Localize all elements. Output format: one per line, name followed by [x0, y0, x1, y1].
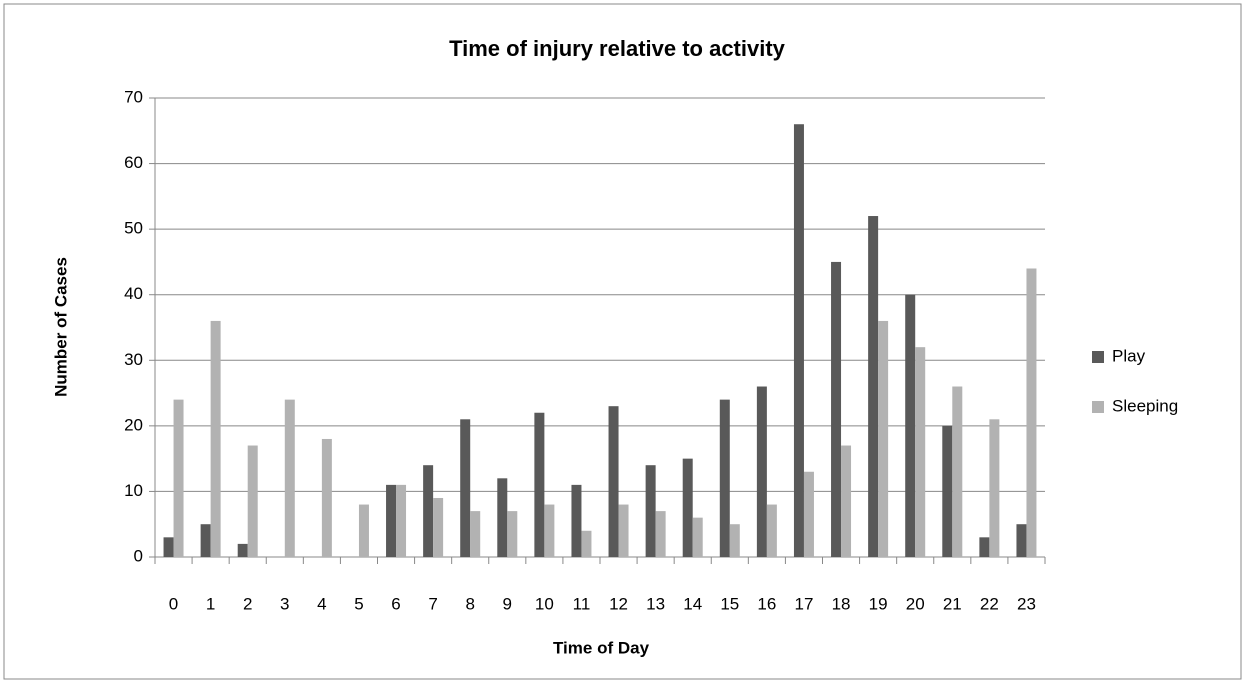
- x-tick-label: 5: [354, 594, 363, 613]
- bar: [237, 543, 248, 557]
- x-tick-label: 0: [169, 594, 178, 613]
- legend-label: Play: [1112, 346, 1146, 365]
- x-tick-label: 15: [720, 594, 739, 613]
- bar: [952, 386, 963, 557]
- bar: [284, 399, 295, 557]
- bar: [942, 425, 953, 557]
- bar: [571, 484, 582, 557]
- bar: [645, 465, 656, 557]
- x-tick-label: 3: [280, 594, 289, 613]
- legend-swatch: [1092, 401, 1104, 413]
- x-tick-label: 7: [428, 594, 437, 613]
- x-tick-label: 2: [243, 594, 252, 613]
- y-axis-title: Number of Cases: [51, 257, 70, 397]
- x-tick-label: 20: [906, 594, 925, 613]
- bar: [200, 524, 211, 557]
- y-tick-label: 60: [124, 153, 143, 172]
- bar: [581, 530, 592, 557]
- y-tick-label: 20: [124, 415, 143, 434]
- bar: [534, 412, 545, 557]
- bar: [878, 320, 889, 557]
- bar: [321, 438, 332, 557]
- x-tick-label: 12: [609, 594, 628, 613]
- bar: [608, 406, 619, 557]
- bar: [358, 504, 369, 557]
- bar: [433, 497, 444, 557]
- x-tick-label: 22: [980, 594, 999, 613]
- y-tick-label: 10: [124, 481, 143, 500]
- x-tick-label: 23: [1017, 594, 1036, 613]
- x-axis-title: Time of Day: [553, 638, 650, 657]
- x-tick-label: 10: [535, 594, 554, 613]
- bar: [989, 419, 1000, 557]
- bar: [396, 484, 407, 557]
- bar: [793, 124, 804, 557]
- legend-swatch: [1092, 351, 1104, 363]
- legend-label: Sleeping: [1112, 396, 1178, 415]
- x-tick-label: 11: [573, 594, 591, 613]
- bar: [470, 511, 481, 557]
- bar: [719, 399, 730, 557]
- y-tick-label: 0: [134, 546, 143, 565]
- bar: [210, 320, 221, 557]
- x-tick-label: 6: [391, 594, 400, 613]
- x-tick-label: 17: [794, 594, 813, 613]
- chart-title: Time of injury relative to activity: [449, 36, 786, 61]
- bar: [386, 484, 397, 557]
- bar: [766, 504, 777, 557]
- bar: [423, 465, 434, 557]
- bar: [507, 511, 518, 557]
- bar: [247, 445, 258, 557]
- x-tick-label: 14: [683, 594, 702, 613]
- bar: [1016, 524, 1027, 557]
- bar: [841, 445, 852, 557]
- x-tick-label: 18: [832, 594, 851, 613]
- bar: [729, 524, 740, 557]
- y-tick-label: 50: [124, 219, 143, 238]
- bar: [756, 386, 767, 557]
- x-tick-label: 16: [757, 594, 776, 613]
- bar: [831, 261, 842, 557]
- bar: [915, 347, 926, 557]
- x-tick-label: 1: [206, 594, 215, 613]
- bar: [803, 471, 814, 557]
- y-tick-label: 70: [124, 87, 143, 106]
- bar: [905, 294, 916, 557]
- x-tick-label: 8: [465, 594, 474, 613]
- chart-border: [3, 3, 1242, 680]
- bar: [868, 216, 879, 557]
- bar: [979, 537, 990, 557]
- bar: [544, 504, 555, 557]
- bar: [163, 537, 174, 557]
- bar: [655, 511, 666, 557]
- y-tick-label: 30: [124, 350, 143, 369]
- x-tick-label: 4: [317, 594, 326, 613]
- bar: [460, 419, 471, 557]
- bar: [173, 399, 184, 557]
- bar: [692, 517, 703, 557]
- bar: [618, 504, 629, 557]
- y-tick-label: 40: [124, 284, 143, 303]
- bar: [497, 478, 508, 557]
- x-tick-label: 19: [869, 594, 888, 613]
- bar: [1026, 268, 1037, 557]
- x-tick-label: 9: [503, 594, 512, 613]
- x-tick-label: 13: [646, 594, 665, 613]
- bar: [682, 458, 693, 557]
- x-tick-label: 21: [943, 594, 962, 613]
